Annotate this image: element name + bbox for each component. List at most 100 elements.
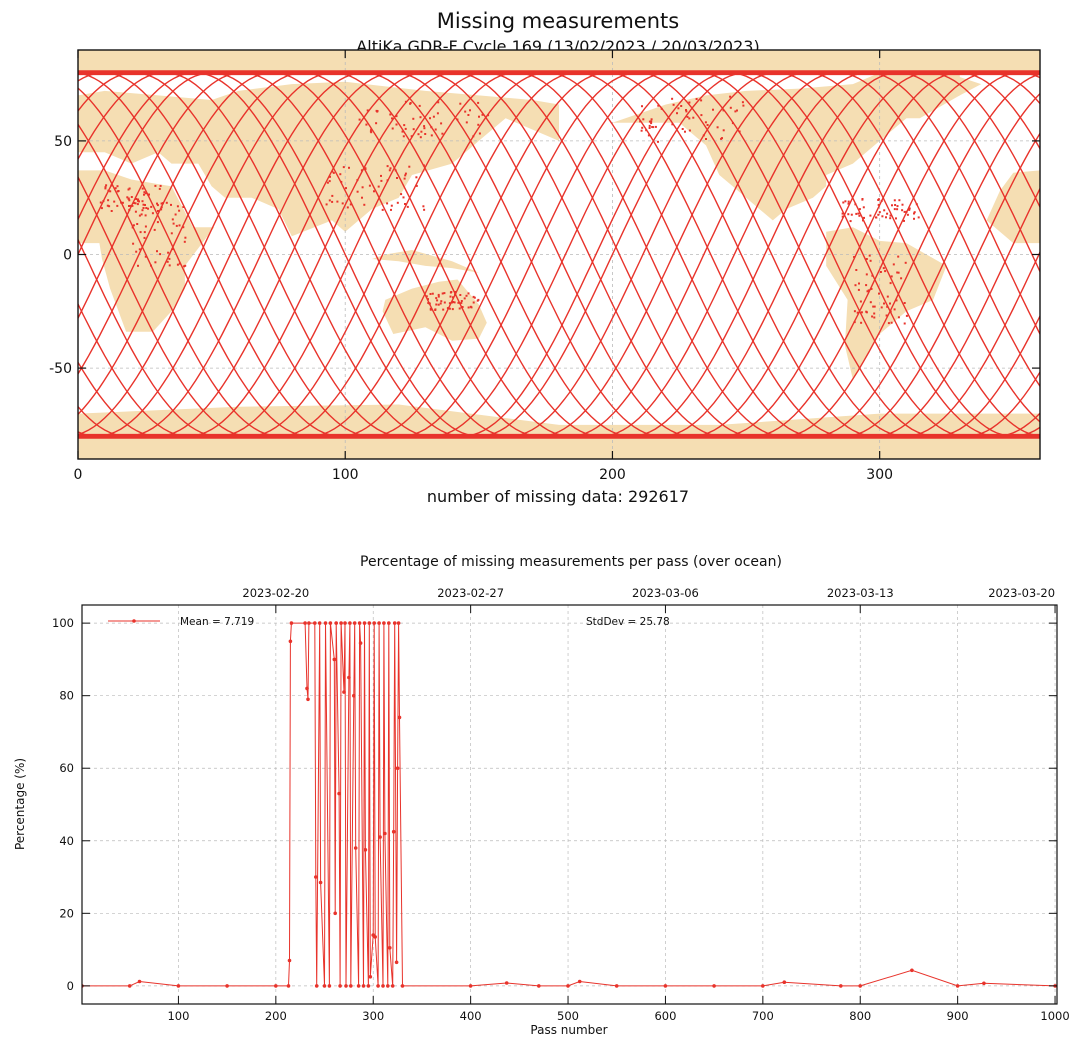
missing-point: [889, 282, 892, 285]
series-point: [274, 984, 278, 988]
missing-point: [404, 127, 407, 130]
chart-series: [82, 621, 1057, 988]
missing-point: [141, 209, 144, 212]
missing-point: [741, 101, 744, 104]
track-line: [78, 72, 1040, 437]
series-point: [314, 984, 319, 988]
missing-point: [853, 321, 856, 324]
missing-point: [130, 196, 133, 198]
series-point: [343, 621, 347, 625]
missing-point: [404, 203, 406, 205]
missing-point: [331, 194, 334, 197]
missing-point: [472, 301, 475, 304]
missing-point: [695, 98, 698, 100]
missing-point: [460, 301, 463, 304]
missing-point: [404, 172, 407, 175]
missing-point: [889, 310, 892, 313]
missing-point: [873, 312, 876, 315]
chart-top-tick-label: 2023-02-20: [242, 586, 309, 600]
missing-point: [847, 200, 850, 203]
series-point: [317, 621, 322, 625]
map-title: Missing measurements: [437, 9, 679, 33]
missing-point: [423, 125, 426, 128]
missing-point: [102, 200, 105, 203]
missing-point: [358, 118, 361, 121]
missing-point: [882, 267, 885, 270]
missing-point: [650, 118, 653, 121]
map-x-tick-label: 200: [599, 467, 626, 483]
missing-point: [128, 205, 130, 207]
missing-point: [685, 110, 688, 113]
missing-point: [376, 110, 379, 113]
missing-point: [160, 202, 163, 205]
missing-point: [913, 217, 915, 220]
missing-point: [908, 208, 911, 211]
missing-point: [329, 175, 331, 178]
missing-point: [156, 202, 158, 205]
missing-point: [410, 135, 413, 138]
missing-point: [443, 301, 446, 304]
missing-point: [891, 204, 893, 207]
missing-point: [686, 115, 689, 118]
series-point: [328, 621, 333, 625]
chart-x-tick-label: 600: [654, 1009, 676, 1023]
missing-point: [685, 109, 687, 111]
missing-point: [478, 132, 481, 135]
missing-point: [390, 208, 392, 211]
missing-point: [903, 210, 906, 213]
series-point: [287, 958, 292, 963]
missing-point: [171, 248, 174, 251]
series-point: [368, 975, 373, 979]
missing-point: [427, 298, 429, 301]
series-point: [353, 846, 358, 850]
missing-point: [184, 264, 187, 267]
missing-point: [871, 315, 874, 318]
missing-point: [368, 184, 371, 187]
chart-frame: [81, 604, 1058, 1005]
missing-point: [159, 253, 162, 256]
missing-point: [722, 109, 725, 112]
missing-point: [151, 212, 154, 215]
land-mass-9: [78, 50, 1040, 73]
missing-point: [366, 109, 369, 112]
missing-point: [403, 177, 406, 180]
missing-point: [903, 322, 906, 325]
missing-point: [120, 201, 123, 204]
chart-y-tick-label: 60: [59, 761, 74, 775]
missing-point: [478, 115, 480, 118]
series-point: [327, 984, 332, 988]
missing-point: [472, 135, 475, 138]
missing-point: [903, 219, 905, 222]
missing-point: [404, 174, 407, 177]
missing-point: [408, 165, 411, 168]
missing-point: [684, 130, 686, 133]
missing-point: [448, 302, 451, 305]
missing-point: [671, 123, 674, 126]
missing-point: [138, 248, 141, 251]
series-point: [388, 946, 392, 950]
missing-point: [104, 186, 107, 189]
missing-point: [342, 166, 345, 169]
series-point: [352, 621, 357, 625]
series-point: [394, 960, 399, 965]
missing-point: [865, 258, 868, 260]
missing-point: [702, 134, 705, 137]
chart-grid: [82, 605, 1057, 1004]
missing-point: [721, 137, 723, 140]
missing-point: [391, 127, 394, 130]
missing-point: [143, 191, 146, 194]
missing-point: [642, 118, 645, 121]
series-point: [392, 621, 397, 625]
missing-point: [871, 274, 874, 277]
missing-point: [375, 122, 378, 125]
missing-point: [131, 226, 134, 229]
missing-point: [885, 216, 887, 219]
missing-point: [487, 114, 490, 117]
series-point: [566, 984, 570, 988]
missing-point: [893, 308, 896, 311]
missing-point: [404, 100, 407, 103]
missing-point: [356, 190, 359, 193]
missing-point: [446, 307, 449, 310]
missing-point: [437, 295, 440, 298]
chart-background: [82, 605, 1057, 1004]
